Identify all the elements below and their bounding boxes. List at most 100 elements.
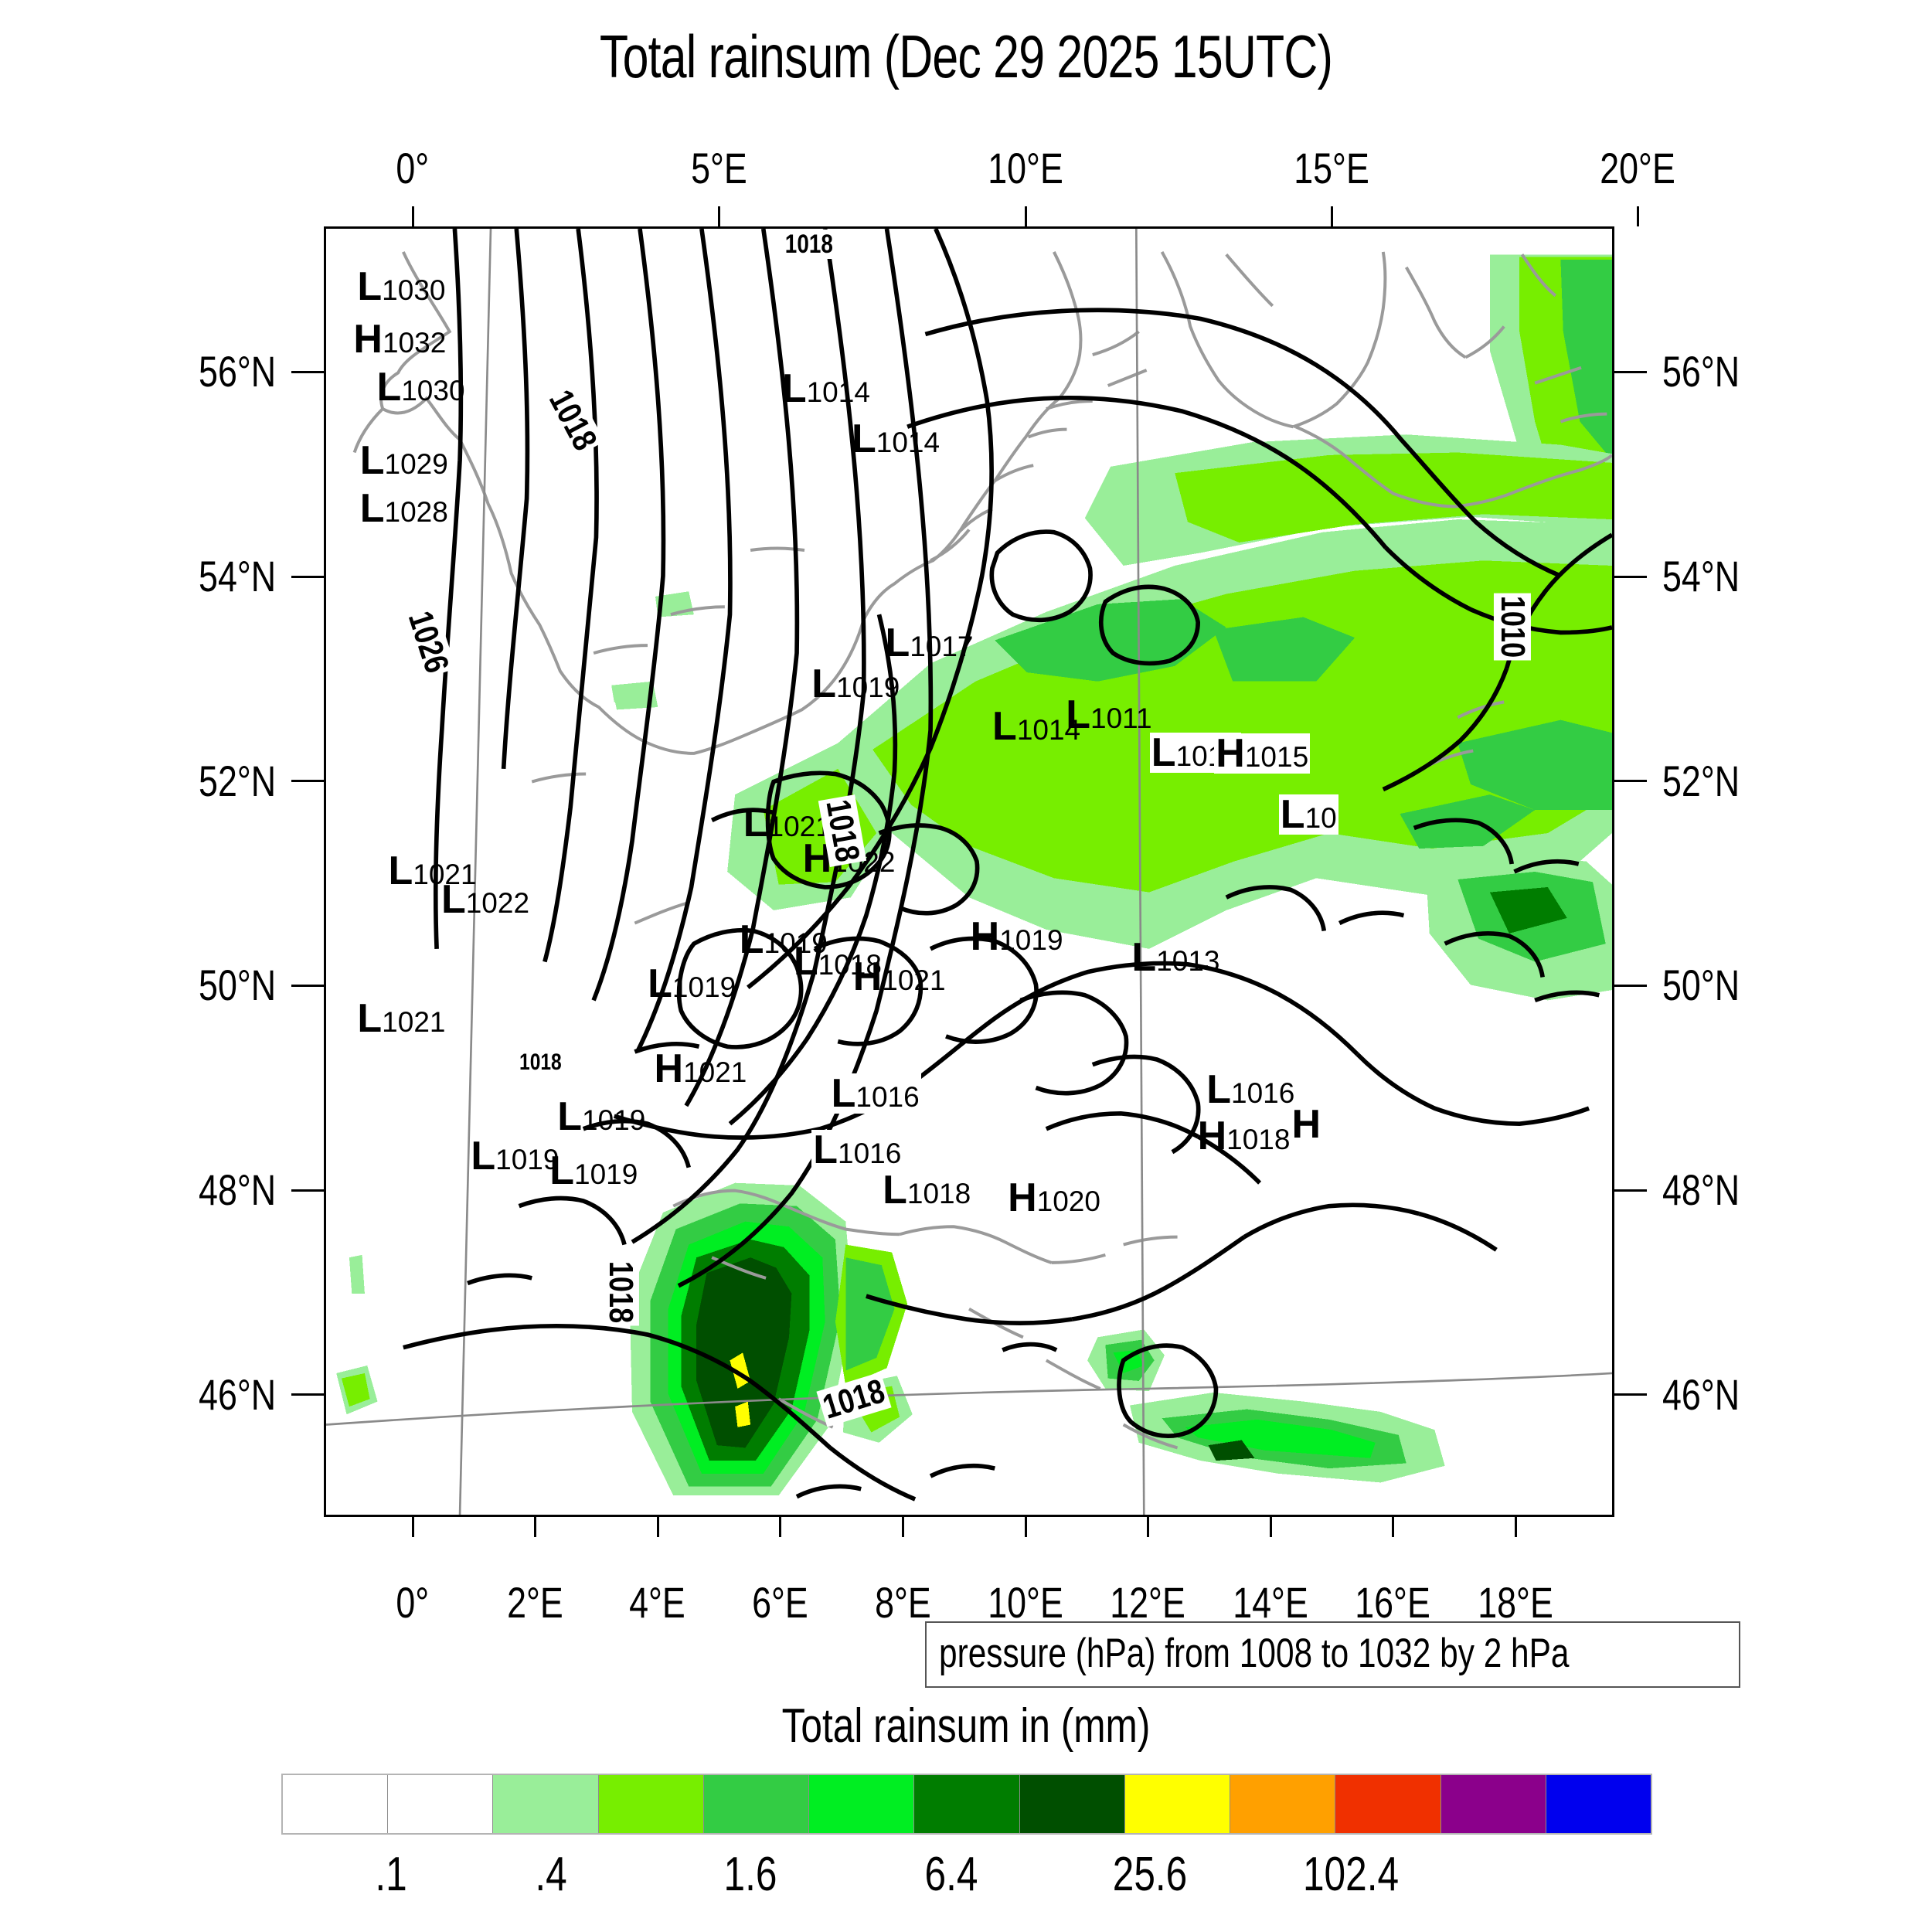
pressure-centre-value: 1021: [683, 1056, 747, 1088]
right-axis-label-2: 52°N: [1662, 756, 1740, 805]
pressure-centre-l-1029: L1029: [360, 440, 448, 481]
pressure-centre-glyph: L: [357, 264, 383, 309]
colorbar-segment-5[interactable]: [809, 1775, 915, 1833]
colorbar-label-5: 102.4: [1303, 1848, 1400, 1901]
pressure-centre-glyph: L: [992, 704, 1017, 750]
axis-tick: [902, 1517, 904, 1537]
left-axis-label-3: 50°N: [199, 961, 277, 1010]
bottom-axis-label-3: 6°E: [752, 1577, 808, 1627]
pressure-range-text: pressure (hPa) from 1008 to 1032 by 2 hP…: [939, 1631, 1570, 1676]
pressure-centre-l-1019: L1019: [811, 664, 900, 704]
axis-tick: [291, 780, 324, 782]
pressure-centre-glyph: H: [1216, 731, 1245, 777]
pressure-centre-glyph: L: [1280, 791, 1305, 837]
left-axis-label-1: 54°N: [199, 552, 277, 601]
pressure-centre-l-1014: L1014: [852, 419, 940, 459]
right-axis-label-1: 54°N: [1662, 552, 1740, 601]
colorbar-label-3: 6.4: [924, 1848, 978, 1901]
bottom-axis-label-1: 2°E: [507, 1577, 563, 1627]
pressure-centre-value: 1019: [582, 1104, 646, 1136]
pressure-centre-value: 1018: [1226, 1123, 1291, 1155]
pressure-centre-glyph: L: [811, 662, 837, 707]
bottom-axis-label-8: 16°E: [1355, 1577, 1430, 1627]
pressure-centre-glyph: H: [1291, 1101, 1321, 1147]
axis-tick: [1270, 1517, 1272, 1537]
map-plot-area[interactable]: [324, 226, 1614, 1517]
axis-tick: [657, 1517, 659, 1537]
colorbar-segment-1[interactable]: [388, 1775, 494, 1833]
colorbar-segment-12[interactable]: [1546, 1775, 1651, 1833]
colorbar-segment-10[interactable]: [1335, 1775, 1441, 1833]
pressure-centre-l-1021: L1021: [357, 998, 445, 1039]
pressure-centre-l-1016: L1016: [811, 1130, 903, 1170]
pressure-centre-value: 1014: [1016, 714, 1081, 747]
pressure-centre-glyph: L: [359, 486, 385, 531]
pressure-centre-h-x: H: [1292, 1104, 1321, 1145]
axis-tick: [1614, 576, 1647, 578]
pressure-centre-h-1015: H1015: [1214, 731, 1311, 777]
pressure-centre-value: 1032: [382, 327, 447, 359]
pressure-centre-l-1017: L1017: [885, 623, 973, 663]
pressure-centre-value: 1016: [855, 1080, 920, 1113]
pressure-centre-value: 1022: [465, 887, 530, 920]
axis-tick: [1614, 985, 1647, 987]
pressure-centre-value: 1021: [382, 1005, 446, 1038]
pressure-centre-glyph: L: [813, 1128, 838, 1172]
axis-tick: [412, 1517, 414, 1537]
colorbar-segment-8[interactable]: [1124, 1775, 1231, 1833]
right-axis-label-5: 46°N: [1662, 1369, 1740, 1419]
map-graphic: [326, 229, 1612, 1515]
pressure-centre-value: 1017: [910, 630, 974, 662]
right-axis-label-3: 50°N: [1662, 961, 1740, 1010]
pressure-centre-glyph: L: [781, 366, 807, 411]
pressure-centre-value: 1019: [574, 1158, 638, 1190]
pressure-centre-glyph: L: [440, 877, 466, 923]
pressure-centre-value: 1019: [495, 1144, 560, 1176]
left-axis-label-2: 52°N: [199, 756, 277, 805]
pressure-centre-l-1016: L1016: [1206, 1070, 1294, 1110]
colorbar-segment-9[interactable]: [1230, 1775, 1336, 1833]
pressure-centre-glyph: L: [648, 961, 672, 1006]
axis-tick: [1614, 371, 1647, 373]
pressure-centre-l-1019: L1019: [740, 920, 828, 960]
pressure-centre-value: 1014: [806, 376, 870, 408]
colorbar-segment-11[interactable]: [1440, 1775, 1546, 1833]
colorbar-label-1: .4: [535, 1848, 567, 1901]
pressure-centre-value: 1018: [906, 1177, 971, 1209]
colorbar-label-0: .1: [374, 1848, 407, 1901]
colorbar-segment-4[interactable]: [703, 1775, 810, 1833]
pressure-centre-l-1022: L1022: [441, 879, 529, 920]
bottom-axis-label-6: 12°E: [1110, 1577, 1185, 1627]
colorbar[interactable]: [281, 1774, 1652, 1835]
axis-tick: [291, 1189, 324, 1192]
pressure-centre-glyph: L: [739, 917, 764, 962]
top-axis-label-2: 10°E: [987, 143, 1063, 192]
colorbar-segment-0[interactable]: [283, 1775, 389, 1833]
right-axis-label-4: 48°N: [1662, 1165, 1740, 1215]
colorbar-segment-6[interactable]: [914, 1775, 1020, 1833]
pressure-centre-value: 1021: [882, 964, 946, 997]
pressure-centre-value: 1015: [1244, 741, 1309, 774]
axis-tick: [1614, 780, 1647, 782]
right-axis-label-0: 56°N: [1662, 347, 1740, 396]
page-title: Total rainsum (Dec 29 2025 15UTC): [599, 22, 1333, 90]
bottom-axis-label-0: 0°: [396, 1577, 430, 1627]
pressure-centre-glyph: H: [852, 954, 883, 1000]
pressure-centre-value: 1028: [384, 496, 448, 528]
axis-tick: [1614, 1393, 1647, 1396]
pressure-centre-glyph: H: [1197, 1113, 1227, 1158]
bottom-axis-label-4: 8°E: [874, 1577, 931, 1627]
pressure-centre-l-1014: L1014: [992, 706, 1080, 747]
colorbar-segment-2[interactable]: [493, 1775, 599, 1833]
colorbar-segment-7[interactable]: [1019, 1775, 1125, 1833]
pressure-centre-value: 1019: [836, 672, 900, 704]
pressure-centre-value: 1014: [876, 426, 940, 458]
pressure-centre-l-10: L10: [1278, 791, 1338, 837]
pressure-centre-glyph: H: [654, 1046, 684, 1091]
axis-tick: [1025, 1517, 1027, 1537]
pressure-centre-glyph: H: [970, 914, 1000, 960]
isobar-contours: [403, 229, 1612, 1502]
pressure-centre-value: 1030: [382, 274, 446, 306]
contour-label-1018-5: 1018: [516, 1049, 565, 1077]
colorbar-segment-3[interactable]: [598, 1775, 704, 1833]
